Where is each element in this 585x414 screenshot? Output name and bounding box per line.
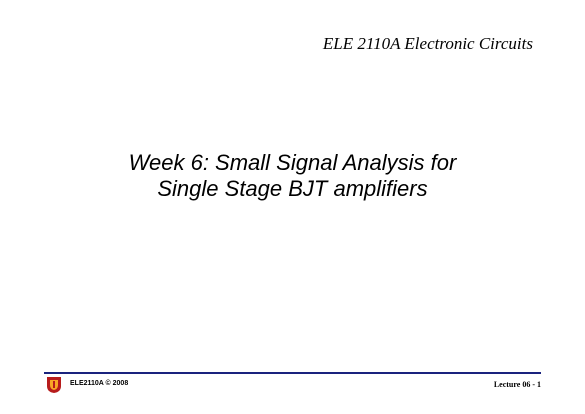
footer-rule bbox=[44, 372, 541, 374]
slide-title: Week 6: Small Signal Analysis for Single… bbox=[0, 150, 585, 202]
slide-title-line-2: Single Stage BJT amplifiers bbox=[157, 176, 428, 201]
page-number: Lecture 06 - 1 bbox=[493, 380, 541, 389]
slide-title-line-1: Week 6: Small Signal Analysis for bbox=[128, 150, 457, 175]
course-header: ELE 2110A Electronic Circuits bbox=[322, 34, 533, 53]
footer-copyright: ELE2110A © 2008 bbox=[70, 380, 129, 387]
university-logo bbox=[47, 377, 61, 393]
